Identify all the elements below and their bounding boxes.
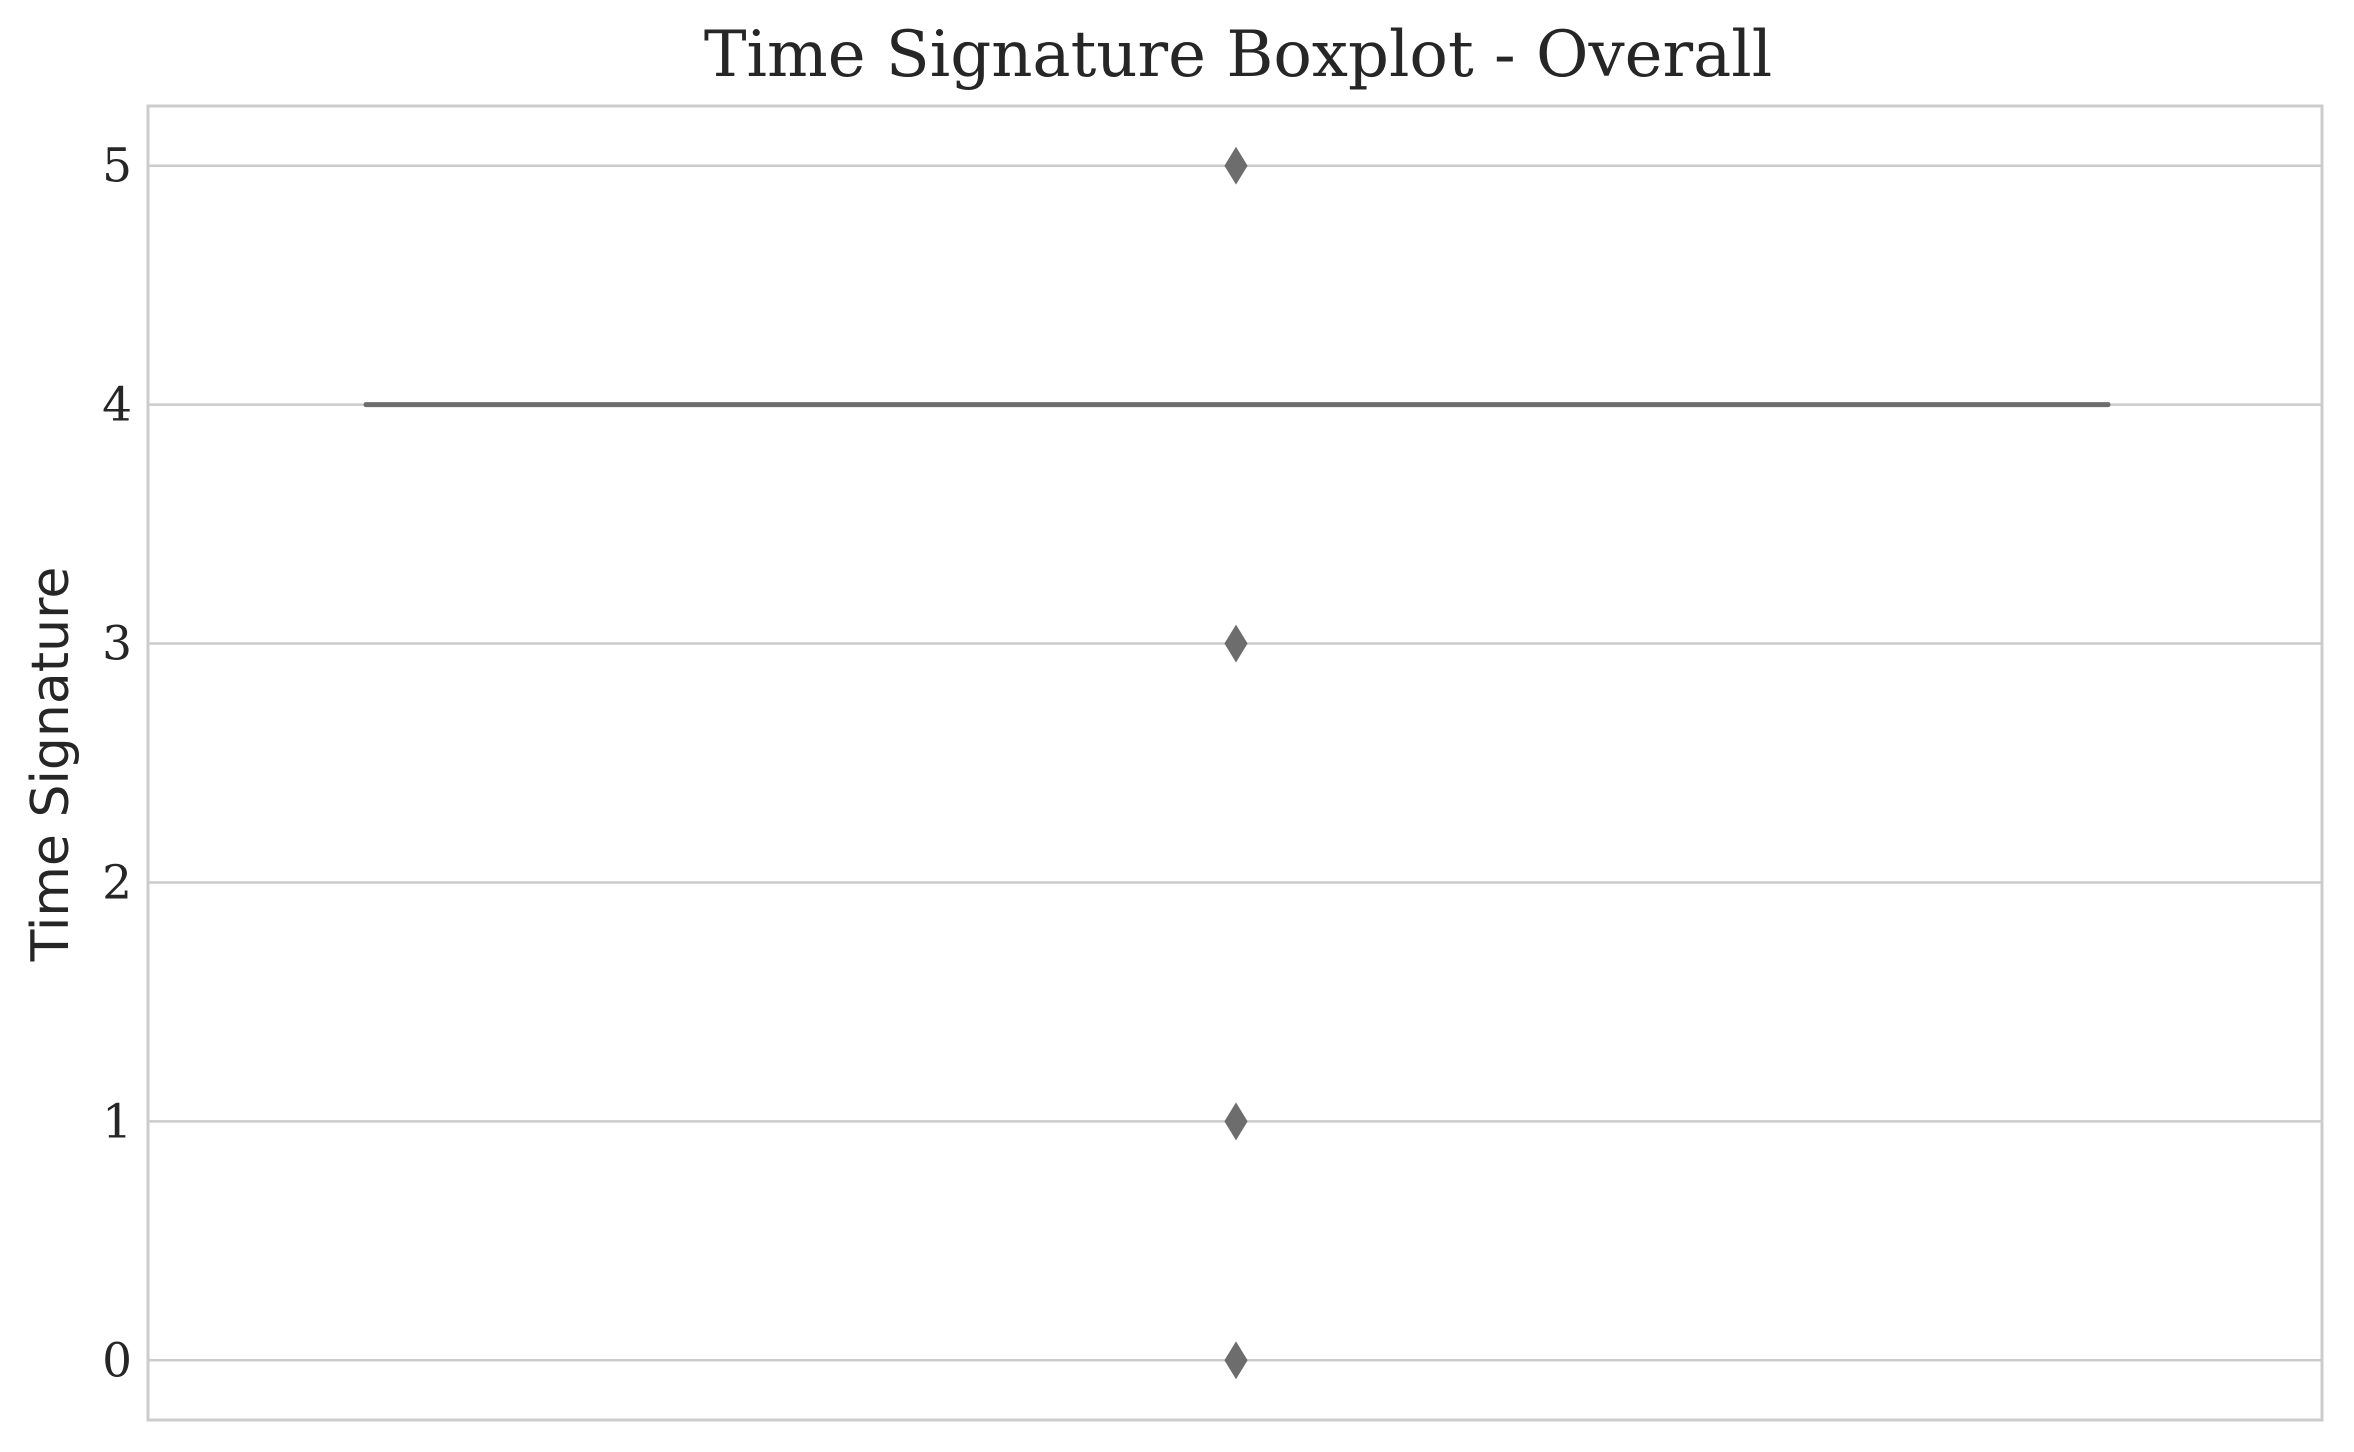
outlier-point-1: [1224, 1102, 1248, 1141]
chart-title: Time Signature Boxplot - Overall: [704, 18, 1772, 92]
y-tick-labels: 0 1 2 3 4 5: [102, 139, 132, 1389]
y-tick-label-0: 0: [102, 1333, 132, 1388]
plot-frame: [146, 104, 2324, 1422]
y-tick-label-5: 5: [102, 139, 132, 194]
y-tick-label-2: 2: [102, 855, 132, 910]
outlier-point-0: [1224, 1341, 1248, 1380]
axes-frame: [146, 104, 2324, 1422]
outliers: [1224, 146, 1248, 1380]
outlier-point-3: [1224, 624, 1248, 663]
grid-lines: [148, 164, 2322, 1362]
y-tick-label-4: 4: [102, 378, 132, 433]
y-tick-label-3: 3: [102, 617, 132, 672]
outlier-point-5: [1224, 146, 1248, 185]
y-axis-label: Time Signature: [21, 567, 81, 963]
y-tick-label-1: 1: [102, 1094, 132, 1149]
